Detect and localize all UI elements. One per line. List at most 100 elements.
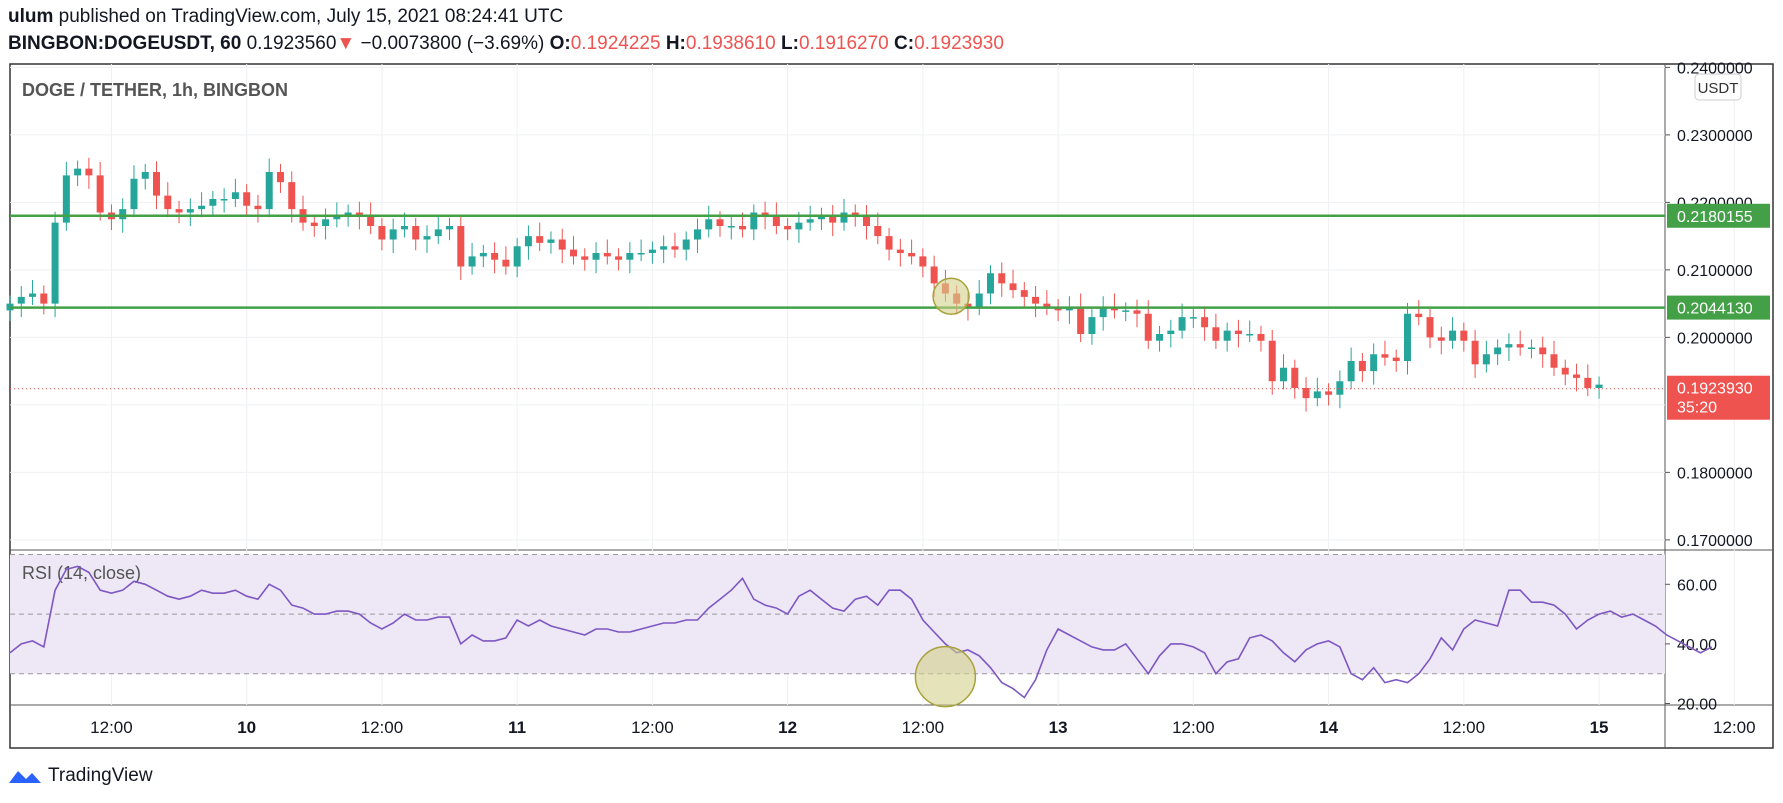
x-tick-label: 12:00 bbox=[631, 718, 674, 737]
candle bbox=[1167, 330, 1175, 334]
candle bbox=[986, 273, 994, 294]
candle bbox=[288, 182, 296, 210]
candle bbox=[310, 222, 318, 226]
candle bbox=[1516, 344, 1524, 348]
publish-info: ulum published on TradingView.com, July … bbox=[8, 6, 563, 28]
chart-canvas[interactable]: 12:00 10 12:00 11 12:00 12 12:00 13 12:00 14 12:00… bbox=[0, 0, 1783, 760]
open-label: O: bbox=[549, 33, 571, 54]
candle bbox=[40, 293, 48, 304]
x-tick-label: 12:00 bbox=[361, 718, 404, 737]
y-tick-label: 0.1700000 bbox=[1677, 533, 1753, 550]
candle bbox=[964, 303, 972, 307]
brand-name: TradingView bbox=[48, 765, 153, 786]
open-value: 0.1924225 bbox=[570, 33, 661, 54]
y-tick-label: 0.2100000 bbox=[1677, 263, 1753, 280]
candle bbox=[795, 222, 803, 230]
candle bbox=[513, 246, 521, 267]
rsi-tick-label: 20.00 bbox=[1677, 697, 1717, 714]
candle bbox=[130, 178, 138, 210]
bar-countdown: 35:20 bbox=[1677, 400, 1717, 417]
candle bbox=[198, 205, 206, 210]
candle bbox=[806, 219, 814, 223]
candle bbox=[502, 259, 510, 267]
candle bbox=[389, 229, 397, 240]
candle bbox=[660, 246, 668, 250]
candle bbox=[1573, 374, 1581, 378]
candle bbox=[17, 296, 25, 304]
tradingview-footer[interactable]: TradingView bbox=[8, 765, 153, 787]
y-tick-label: 0.2300000 bbox=[1677, 128, 1753, 145]
candle bbox=[141, 172, 149, 179]
y-tick-label: 0.2000000 bbox=[1677, 330, 1753, 347]
rsi-line bbox=[9, 565, 1713, 699]
candle bbox=[840, 212, 848, 223]
candle bbox=[1280, 367, 1288, 382]
candle bbox=[1291, 367, 1299, 388]
candle bbox=[1257, 334, 1265, 341]
candle bbox=[536, 236, 544, 243]
candle bbox=[1099, 307, 1107, 318]
candle bbox=[1336, 381, 1344, 395]
chart-title: DOGE / TETHER, 1h, BINGBON bbox=[22, 80, 288, 100]
symbol-name: BINGBON:DOGEUSDT, 60 bbox=[8, 33, 242, 54]
candle bbox=[378, 226, 386, 240]
candle bbox=[322, 219, 330, 226]
x-tick-label: 10 bbox=[237, 718, 256, 737]
candle bbox=[1088, 317, 1096, 334]
candle bbox=[1482, 354, 1490, 365]
candle bbox=[85, 168, 93, 176]
x-tick-label: 12:00 bbox=[1713, 718, 1756, 737]
highlight-circle bbox=[932, 277, 970, 315]
candle bbox=[367, 215, 375, 226]
candle bbox=[333, 215, 341, 220]
candle bbox=[175, 209, 183, 213]
candle bbox=[1223, 330, 1231, 341]
candle bbox=[29, 293, 37, 297]
candle bbox=[434, 229, 442, 237]
candle bbox=[817, 215, 825, 220]
x-tick-label: 12:00 bbox=[1172, 718, 1215, 737]
chart-frame bbox=[9, 63, 1774, 749]
candle bbox=[682, 239, 690, 250]
candle bbox=[412, 226, 420, 240]
candle bbox=[1471, 340, 1479, 365]
candle bbox=[209, 199, 217, 206]
candle bbox=[457, 226, 465, 267]
level-price-label: 0.2044130 bbox=[1677, 301, 1753, 318]
candle bbox=[468, 256, 476, 267]
candle bbox=[1268, 340, 1276, 382]
author-name[interactable]: ulum bbox=[8, 6, 54, 27]
x-tick-label: 13 bbox=[1049, 718, 1068, 737]
x-tick-label: 14 bbox=[1319, 718, 1338, 737]
candle bbox=[1234, 330, 1242, 334]
price-change: −0.0073800 (−3.69%) bbox=[360, 33, 545, 54]
x-tick-label: 12 bbox=[778, 718, 797, 737]
candle bbox=[998, 273, 1006, 284]
candle bbox=[164, 195, 172, 210]
candle bbox=[524, 236, 532, 247]
high-label: H: bbox=[665, 33, 686, 54]
currency-label: USDT bbox=[1698, 80, 1739, 97]
candle bbox=[1584, 377, 1592, 388]
candle bbox=[1426, 317, 1434, 338]
candle bbox=[1302, 388, 1310, 399]
candle bbox=[1505, 344, 1513, 348]
x-tick-label: 11 bbox=[508, 718, 526, 737]
level-price-label: 0.2180155 bbox=[1677, 209, 1753, 226]
candle bbox=[1325, 391, 1333, 395]
candle bbox=[96, 175, 104, 213]
candle bbox=[750, 212, 758, 230]
candle bbox=[423, 236, 431, 240]
candle bbox=[1077, 307, 1085, 334]
candle bbox=[265, 172, 273, 210]
candle bbox=[1595, 384, 1603, 388]
candle bbox=[908, 253, 916, 257]
candle bbox=[1144, 313, 1152, 341]
candle bbox=[716, 219, 724, 226]
candle bbox=[784, 226, 792, 230]
candle bbox=[761, 212, 769, 216]
x-tick-label: 15 bbox=[1590, 718, 1609, 737]
candle bbox=[705, 219, 713, 230]
candle bbox=[62, 175, 70, 223]
candle bbox=[581, 256, 589, 260]
